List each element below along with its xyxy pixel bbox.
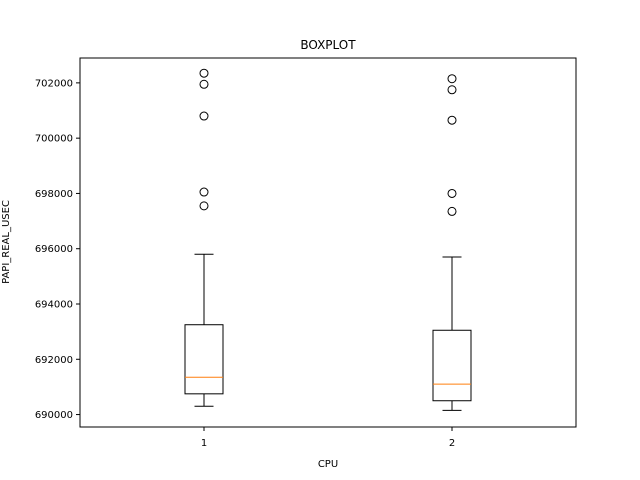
plot-area-frame xyxy=(79,57,577,428)
outlier-point xyxy=(447,74,457,84)
outlier-point xyxy=(199,111,209,121)
outlier-point xyxy=(199,68,209,78)
box-group-2 xyxy=(432,74,472,411)
outlier-point xyxy=(447,115,457,125)
outlier-point xyxy=(447,206,457,216)
y-tick-label: 694000 xyxy=(35,300,73,311)
y-axis-label: PAPI_REAL_USEC xyxy=(1,200,12,284)
y-axis: 690000 692000 694000 696000 698000 700000 7020… xyxy=(35,78,80,421)
outlier-point xyxy=(447,188,457,198)
x-tick-label: 1 xyxy=(201,438,207,449)
x-axis-label: CPU xyxy=(318,459,338,470)
outlier-point xyxy=(199,79,209,89)
y-tick-label: 702000 xyxy=(35,78,73,89)
outlier-point xyxy=(199,201,209,211)
outlier-point xyxy=(199,187,209,197)
plot-marks xyxy=(184,68,472,411)
outlier-point xyxy=(447,85,457,95)
y-tick-label: 690000 xyxy=(35,410,73,421)
y-tick-label: 698000 xyxy=(35,189,73,200)
iqr-box xyxy=(432,329,472,402)
iqr-box xyxy=(184,324,224,395)
x-tick-label: 2 xyxy=(449,438,455,449)
y-tick-label: 700000 xyxy=(35,134,73,145)
box-group-1 xyxy=(184,68,224,407)
chart-title: BOXPLOT xyxy=(300,38,356,52)
y-tick-label: 696000 xyxy=(35,244,73,255)
y-tick-label: 692000 xyxy=(35,355,73,366)
